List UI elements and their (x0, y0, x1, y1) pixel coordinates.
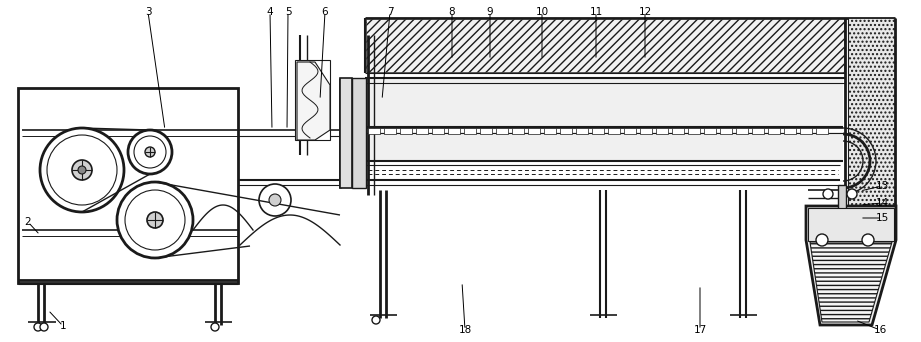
Bar (784, 128, 796, 134)
Bar (384, 128, 396, 134)
Bar (768, 128, 780, 134)
Text: 5: 5 (285, 7, 291, 17)
Bar (416, 128, 428, 134)
Circle shape (145, 147, 155, 157)
Text: 3: 3 (145, 7, 151, 17)
Circle shape (862, 234, 874, 246)
Bar (848, 18, 895, 213)
Text: 4: 4 (267, 7, 274, 17)
Bar (608, 128, 620, 134)
Bar (800, 128, 812, 134)
Bar (624, 128, 636, 134)
Bar (688, 128, 700, 134)
Text: 1: 1 (60, 321, 66, 331)
Bar (365, 133, 843, 161)
Bar (512, 128, 524, 134)
Text: 6: 6 (321, 7, 328, 17)
Circle shape (40, 128, 124, 212)
Bar (640, 128, 652, 134)
Circle shape (72, 160, 92, 180)
Bar (656, 128, 668, 134)
Bar (18, 88, 238, 283)
Text: 2: 2 (25, 217, 31, 227)
Circle shape (823, 189, 833, 199)
Text: 12: 12 (638, 7, 652, 17)
Bar (704, 128, 716, 134)
Text: 9: 9 (486, 7, 494, 17)
Circle shape (259, 184, 291, 216)
Circle shape (372, 316, 380, 324)
Bar (340, 78, 352, 188)
Circle shape (125, 190, 185, 250)
Bar (366, 19, 844, 72)
Bar (816, 128, 828, 134)
Text: 11: 11 (589, 7, 602, 17)
Circle shape (78, 166, 86, 174)
Text: 10: 10 (535, 7, 549, 17)
Circle shape (847, 189, 857, 199)
Text: 13: 13 (875, 181, 889, 191)
Circle shape (211, 323, 219, 331)
Bar (528, 128, 540, 134)
Bar (400, 128, 412, 134)
Circle shape (147, 212, 163, 228)
Bar (672, 128, 684, 134)
Circle shape (269, 194, 281, 206)
Polygon shape (810, 242, 892, 322)
Bar (720, 128, 732, 134)
Bar (496, 128, 508, 134)
Polygon shape (806, 206, 896, 325)
Bar (464, 128, 476, 134)
Bar (752, 128, 764, 134)
Circle shape (47, 135, 117, 205)
Bar (560, 128, 572, 134)
Text: 8: 8 (449, 7, 455, 17)
Bar (352, 78, 366, 188)
Text: 17: 17 (694, 325, 706, 335)
Circle shape (816, 234, 828, 246)
Text: 7: 7 (387, 7, 393, 17)
Bar (295, 60, 330, 140)
Bar (365, 78, 843, 126)
Polygon shape (297, 62, 330, 140)
Bar (368, 128, 380, 134)
Circle shape (128, 130, 172, 174)
Text: 18: 18 (459, 325, 472, 335)
Text: 16: 16 (873, 325, 887, 335)
Bar (838, 185, 846, 220)
Circle shape (134, 136, 166, 168)
Circle shape (117, 182, 193, 258)
Bar (592, 128, 604, 134)
Circle shape (40, 323, 48, 331)
Bar (576, 128, 588, 134)
Bar (432, 128, 444, 134)
Text: 15: 15 (875, 213, 889, 223)
Bar (544, 128, 556, 134)
Bar (480, 128, 492, 134)
Text: 14: 14 (875, 198, 889, 208)
Circle shape (34, 323, 42, 331)
Bar (448, 128, 460, 134)
Bar (736, 128, 748, 134)
Bar (808, 208, 894, 241)
